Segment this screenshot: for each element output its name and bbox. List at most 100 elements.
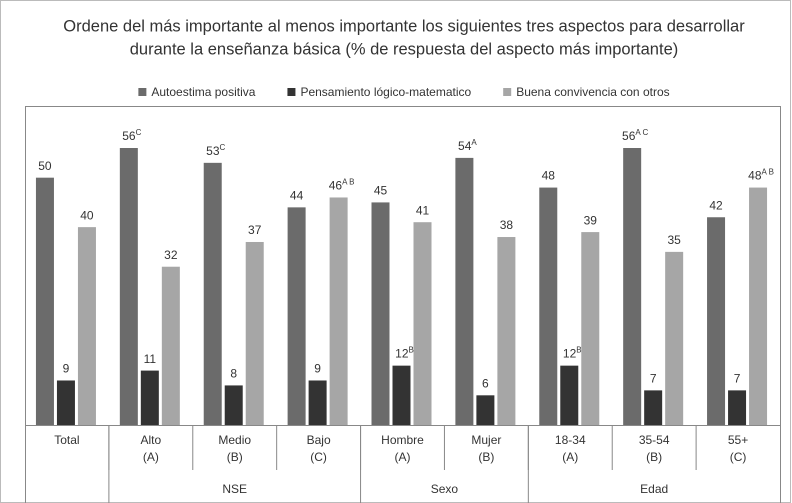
value-number: 12 bbox=[395, 347, 409, 361]
category-line: Mujer bbox=[471, 433, 501, 447]
bar bbox=[413, 222, 432, 425]
chart-title: durante la enseñanza básica (% de respue… bbox=[130, 40, 679, 58]
bar bbox=[539, 187, 558, 425]
bar bbox=[329, 197, 348, 425]
bar bbox=[749, 187, 768, 425]
value-superscript: C bbox=[220, 143, 226, 152]
value-label: 8 bbox=[230, 367, 237, 381]
x-tick-label: Hombre (A) bbox=[381, 433, 424, 464]
value-label: 42 bbox=[709, 198, 723, 212]
bar bbox=[77, 227, 96, 425]
group-label: Edad bbox=[640, 482, 668, 496]
legend-label: Buena convivencia con otros bbox=[516, 85, 669, 99]
value-label: 9 bbox=[63, 362, 70, 376]
bar bbox=[308, 380, 327, 425]
bar bbox=[707, 217, 726, 425]
value-label: 56C bbox=[122, 128, 141, 143]
bar bbox=[203, 162, 222, 425]
value-label: 6 bbox=[482, 376, 489, 390]
category-line: (A) bbox=[143, 450, 159, 464]
x-tick-label: 18-34 (A) bbox=[555, 433, 586, 464]
value-label: 56A C bbox=[622, 128, 648, 143]
bar bbox=[224, 385, 243, 425]
plot-frame bbox=[25, 106, 781, 503]
bar bbox=[119, 148, 138, 425]
bar bbox=[665, 251, 684, 425]
x-tick-label: 35-54 (B) bbox=[639, 433, 670, 464]
legend-label: Pensamiento lógico-matematico bbox=[300, 85, 471, 99]
category-line: (B) bbox=[646, 450, 662, 464]
value-label: 12B bbox=[563, 346, 582, 361]
x-tick-label: Bajo (C) bbox=[307, 433, 331, 464]
category-line: 18-34 bbox=[555, 433, 586, 447]
category-line: (C) bbox=[310, 450, 327, 464]
value-label: 48 bbox=[542, 169, 556, 183]
group-label: NSE bbox=[222, 482, 247, 496]
bar bbox=[455, 157, 474, 425]
chart-title: Ordene del más importante al menos impor… bbox=[63, 17, 745, 35]
value-label: 38 bbox=[500, 218, 514, 232]
value-number: 46 bbox=[329, 179, 343, 193]
value-label: 46A B bbox=[329, 178, 355, 193]
category-line: Bajo bbox=[307, 433, 331, 447]
bar bbox=[581, 232, 600, 425]
value-number: 54 bbox=[458, 139, 472, 153]
value-superscript: A B bbox=[762, 168, 774, 177]
bar bbox=[560, 365, 579, 425]
bar bbox=[140, 370, 159, 425]
value-label: 7 bbox=[734, 372, 741, 386]
value-label: 12B bbox=[395, 346, 414, 361]
value-label: 53C bbox=[206, 143, 225, 158]
value-label: 9 bbox=[314, 362, 321, 376]
value-number: 56 bbox=[122, 129, 136, 143]
value-label: 32 bbox=[164, 248, 178, 262]
value-superscript: A bbox=[471, 138, 477, 147]
bar bbox=[287, 207, 306, 425]
category-line: (A) bbox=[395, 450, 411, 464]
bar bbox=[392, 365, 411, 425]
bar bbox=[245, 241, 264, 425]
legend-swatch bbox=[503, 88, 512, 96]
bar bbox=[728, 390, 747, 425]
category-line: (A) bbox=[562, 450, 578, 464]
value-label: 50 bbox=[38, 159, 52, 173]
group-label: Sexo bbox=[431, 482, 459, 496]
value-superscript: A C bbox=[635, 128, 648, 137]
category-line: (B) bbox=[478, 450, 494, 464]
value-number: 48 bbox=[748, 169, 762, 183]
value-superscript: B bbox=[409, 346, 414, 355]
value-label: 54A bbox=[458, 138, 477, 153]
value-label: 41 bbox=[416, 203, 430, 217]
bar bbox=[623, 148, 642, 425]
value-label: 11 bbox=[144, 352, 157, 366]
category-line: 55+ bbox=[728, 433, 748, 447]
category-line: Hombre bbox=[381, 433, 424, 447]
legend: Autoestima positiva Pensamiento lógico-ma… bbox=[138, 85, 670, 99]
x-tick-label: Mujer (B) bbox=[471, 433, 501, 464]
bar bbox=[56, 380, 75, 425]
category-line: Alto bbox=[140, 433, 161, 447]
value-label: 40 bbox=[80, 208, 94, 222]
value-superscript: C bbox=[136, 128, 142, 137]
x-tick-label: 55+ (C) bbox=[728, 433, 748, 464]
category-line: (C) bbox=[730, 450, 747, 464]
bar bbox=[476, 395, 495, 425]
value-label: 44 bbox=[290, 189, 304, 203]
legend-swatch bbox=[138, 88, 147, 96]
category-line: 35-54 bbox=[639, 433, 670, 447]
value-number: 53 bbox=[206, 144, 220, 158]
bar bbox=[497, 237, 516, 425]
value-number: 56 bbox=[622, 129, 636, 143]
x-tick-label: Medio (B) bbox=[218, 433, 251, 464]
value-label: 35 bbox=[667, 233, 681, 247]
value-number: 12 bbox=[563, 347, 577, 361]
x-tick-label: Alto (A) bbox=[140, 433, 161, 464]
value-label: 45 bbox=[374, 184, 388, 198]
value-label: 37 bbox=[248, 223, 262, 237]
bar bbox=[161, 266, 180, 425]
value-superscript: B bbox=[576, 346, 581, 355]
category-line: (B) bbox=[227, 450, 243, 464]
bar bbox=[371, 202, 390, 425]
